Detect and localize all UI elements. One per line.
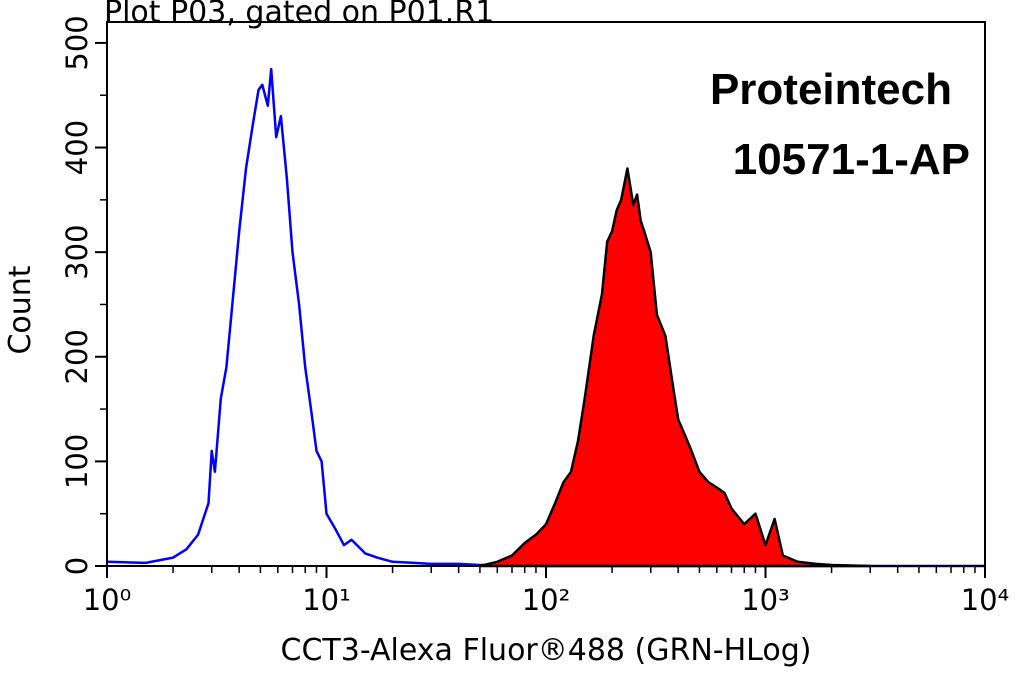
x-tick-label: 10¹ (302, 583, 351, 617)
filled-histogram (478, 167, 872, 568)
x-tick-label: 10⁰ (83, 583, 132, 617)
y-tick-label: 300 (60, 224, 94, 279)
y-tick-label: 100 (60, 434, 94, 489)
histogram-line (106, 67, 985, 568)
x-tick-label: 10² (522, 583, 571, 617)
y-tick-label: 500 (60, 15, 94, 70)
x-tick-label: 10³ (741, 583, 790, 617)
annotation: Proteintech (710, 65, 952, 114)
y-tick-label: 0 (60, 557, 94, 575)
y-tick-label: 200 (60, 329, 94, 384)
y-tick-label: 400 (60, 120, 94, 175)
x-axis-label: CCT3-Alexa Fluor®488 (GRN-HLog) (281, 633, 812, 668)
annotation: 10571-1-AP (733, 135, 970, 184)
y-axis-label: Count (3, 265, 38, 354)
chart-title: Plot P03, gated on P01.R1 (104, 0, 494, 30)
x-tick-label: 10⁴ (961, 583, 1010, 617)
